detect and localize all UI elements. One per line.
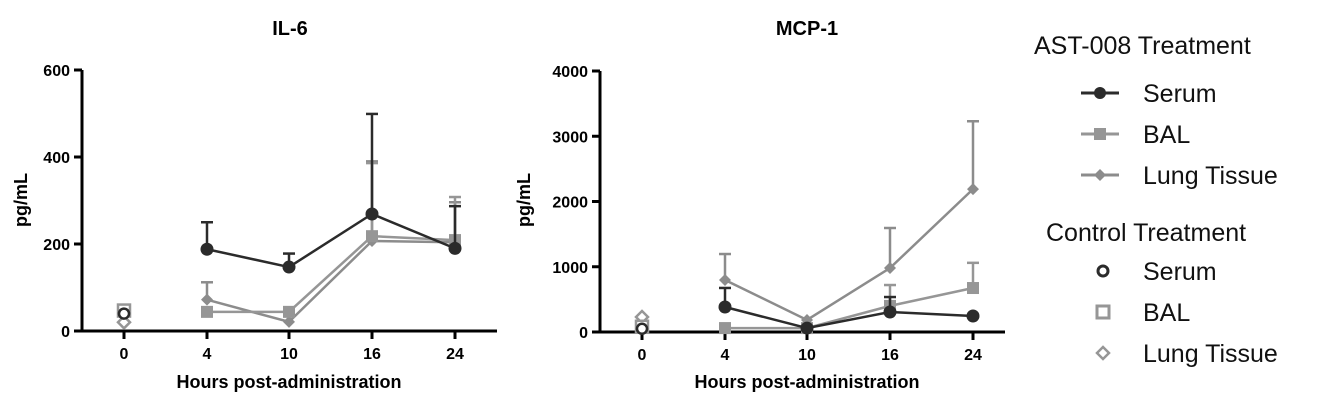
x-tick-label: 10 bbox=[798, 347, 816, 364]
series-line bbox=[725, 286, 974, 330]
circle-data-point bbox=[718, 300, 732, 314]
legend-control-heading: Control Treatment bbox=[1046, 219, 1246, 247]
x-tick-label: 0 bbox=[120, 346, 129, 363]
square-data-point bbox=[283, 305, 295, 318]
x-tick-label: 10 bbox=[280, 346, 298, 363]
mcp1-axes bbox=[592, 69, 1005, 340]
x-tick-label: 24 bbox=[446, 346, 464, 363]
diamond-data-point bbox=[884, 262, 896, 275]
legend-item-treated-serum: Serum bbox=[1081, 80, 1217, 108]
series-line bbox=[724, 188, 974, 322]
series-control-serum bbox=[117, 307, 131, 320]
series-control-serum bbox=[635, 322, 649, 335]
diamond-data-point bbox=[116, 314, 132, 331]
y-tick-label: 200 bbox=[43, 237, 70, 254]
mcp1-chart: MCP-1 pg/mL Hours post-administration 0 1… bbox=[514, 18, 1005, 392]
mcp1-y-axis-label: pg/mL bbox=[514, 173, 534, 227]
x-tick-label: 4 bbox=[203, 346, 212, 363]
il6-title: IL-6 bbox=[272, 18, 308, 40]
circle-data-point bbox=[365, 207, 379, 221]
mcp1-tick-labels: 0 1000 2000 3000 4000 0 4 10 16 24 bbox=[552, 64, 982, 364]
legend-label: BAL bbox=[1143, 299, 1190, 327]
il6-plot-area bbox=[116, 112, 462, 331]
filled-circle-marker-icon bbox=[1094, 87, 1106, 99]
x-tick-label: 16 bbox=[881, 347, 899, 364]
circle-data-point bbox=[883, 305, 897, 319]
legend-label: BAL bbox=[1143, 121, 1190, 149]
series-ast-008-lung-tissue bbox=[201, 160, 461, 328]
il6-axes bbox=[74, 68, 497, 339]
circle-data-point bbox=[200, 242, 214, 256]
circle-data-point bbox=[800, 321, 814, 335]
legend-label: Serum bbox=[1143, 80, 1217, 108]
legend-label: Serum bbox=[1143, 258, 1217, 286]
filled-square-marker-icon bbox=[1094, 128, 1106, 140]
legend-item-control-lung: Lung Tissue bbox=[1095, 340, 1278, 368]
legend-label: Lung Tissue bbox=[1143, 162, 1278, 190]
legend-item-control-serum: Serum bbox=[1096, 258, 1217, 286]
square-data-point bbox=[719, 322, 731, 335]
diamond-data-point bbox=[201, 293, 213, 306]
square-data-point bbox=[201, 305, 213, 318]
hollow-square-marker-icon bbox=[1095, 304, 1111, 320]
mcp1-title: MCP-1 bbox=[776, 18, 838, 40]
y-tick-label: 3000 bbox=[552, 129, 588, 146]
legend-item-treated-bal: BAL bbox=[1081, 121, 1190, 149]
x-tick-label: 16 bbox=[363, 346, 381, 363]
circle-data-point bbox=[448, 241, 462, 255]
series-ast-008-serum bbox=[718, 286, 980, 335]
y-tick-label: 0 bbox=[579, 325, 588, 342]
legend-item-control-bal: BAL bbox=[1095, 299, 1190, 327]
circle-data-point bbox=[117, 307, 131, 320]
y-tick-label: 600 bbox=[43, 63, 70, 80]
x-tick-label: 4 bbox=[721, 347, 730, 364]
il6-chart: IL-6 pg/mL Hours post-administration 0 20… bbox=[11, 18, 497, 392]
y-tick-label: 0 bbox=[61, 324, 70, 341]
y-tick-label: 1000 bbox=[552, 260, 588, 277]
series-ast-008-bal bbox=[719, 261, 979, 335]
hollow-diamond-marker-icon bbox=[1095, 345, 1111, 361]
series-line bbox=[206, 212, 456, 269]
mcp1-plot-area bbox=[634, 119, 980, 335]
hollow-circle-marker-icon bbox=[1096, 264, 1110, 278]
series-line bbox=[724, 305, 974, 330]
x-tick-label: 24 bbox=[964, 347, 982, 364]
legend: AST-008 Treatment Serum BAL Lung Tissue … bbox=[1034, 32, 1278, 368]
mcp1-x-axis-label: Hours post-administration bbox=[694, 372, 919, 392]
y-tick-label: 4000 bbox=[552, 64, 588, 81]
square-data-point bbox=[366, 230, 378, 243]
y-tick-label: 400 bbox=[43, 150, 70, 167]
il6-y-axis-label: pg/mL bbox=[11, 173, 31, 227]
series-line bbox=[206, 239, 456, 324]
il6-tick-labels: 0 200 400 600 0 4 10 16 24 bbox=[43, 63, 464, 363]
diamond-data-point bbox=[967, 183, 979, 196]
diamond-data-point bbox=[719, 273, 731, 286]
legend-label: Lung Tissue bbox=[1143, 340, 1278, 368]
circle-data-point bbox=[282, 260, 296, 274]
circle-data-point bbox=[635, 322, 649, 335]
y-tick-label: 2000 bbox=[552, 195, 588, 212]
legend-treated-heading: AST-008 Treatment bbox=[1034, 32, 1251, 60]
circle-data-point bbox=[966, 309, 980, 323]
series-ast-008-lung-tissue bbox=[719, 119, 979, 326]
square-data-point bbox=[967, 282, 979, 295]
series-line bbox=[207, 234, 456, 314]
il6-x-axis-label: Hours post-administration bbox=[176, 372, 401, 392]
x-tick-label: 0 bbox=[638, 347, 647, 364]
series-ast-008-serum bbox=[200, 112, 462, 274]
filled-diamond-marker-icon bbox=[1094, 169, 1106, 181]
diamond-data-point bbox=[283, 315, 295, 328]
series-control-lung-tissue bbox=[116, 314, 132, 331]
legend-item-treated-lung: Lung Tissue bbox=[1081, 162, 1278, 190]
